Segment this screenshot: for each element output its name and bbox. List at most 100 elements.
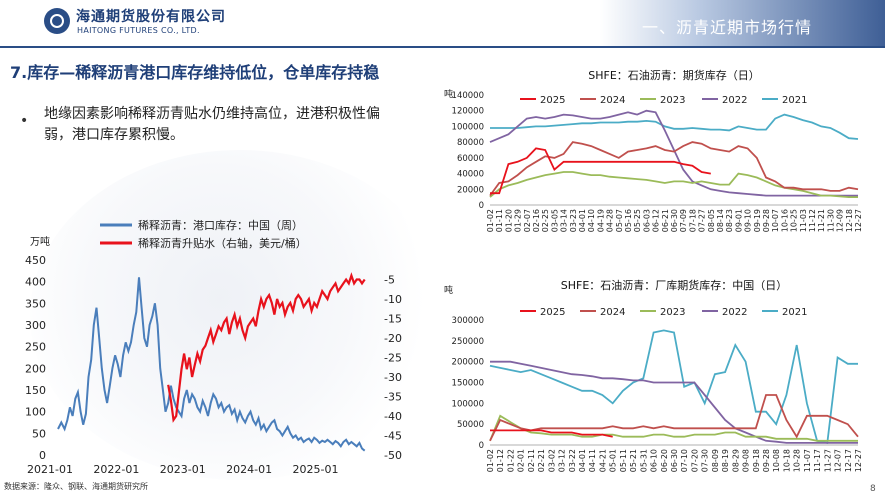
x-tick: 12-27: [854, 209, 863, 232]
x-tick: 05-01: [609, 449, 618, 472]
legend-label: 2024: [600, 307, 625, 318]
x-tick: 07-30: [701, 449, 710, 472]
x-tick: 02-07: [523, 209, 532, 232]
y-tick: 50000: [457, 420, 484, 430]
x-tick: 06-30: [670, 209, 679, 232]
y-tick-left: 350: [25, 297, 46, 310]
x-tick: 10-08: [772, 449, 781, 472]
x-tick: 06-10: [650, 449, 659, 472]
x-tick: 12-27: [854, 449, 863, 472]
y-tick: 20000: [457, 185, 484, 195]
x-tick: 02-21: [537, 449, 546, 472]
chart-factory-inventory: SHFE：石油沥青：厂库期货库存：中国（日） 吨 2025 2024 2023 2022 2…: [444, 278, 863, 472]
x-tick: 02-01: [517, 449, 526, 472]
x-tick: 06-20: [660, 449, 669, 472]
x-tick: 09-01: [734, 209, 743, 232]
x-tick: 05-21: [629, 449, 638, 472]
y-tick-left: 100: [25, 406, 46, 419]
y-tick: 200000: [452, 358, 484, 368]
y-tick: 100000: [452, 399, 484, 409]
page-number: 8: [870, 484, 876, 494]
series-2024: [489, 141, 859, 197]
x-tick: 01-22: [506, 449, 515, 472]
legend-label: 稀释沥青：港口库存：中国（周）: [138, 218, 303, 232]
source-note: 数据来源：隆众、钢联、海通期货研究所: [4, 482, 148, 491]
x-tick: 04-01: [578, 449, 587, 472]
x-tick: 09-08: [742, 449, 751, 472]
y-tick-right: -45: [384, 430, 402, 443]
chart-futures-inventory: SHFE：石油沥青：期货库存（日）吨 2025 2024 2023 2022 202102…: [444, 68, 863, 232]
series-discount: [167, 272, 366, 423]
y-tick: 300000: [452, 316, 484, 326]
x-tick: 11-21: [817, 209, 826, 232]
y-tick-left: 250: [25, 341, 46, 354]
x-tick: 05-31: [639, 449, 648, 472]
x-tick: 11-30: [826, 209, 835, 232]
legend-label: 2024: [600, 95, 625, 106]
y-tick: 250000: [452, 337, 484, 347]
x-tick: 2025-01: [293, 463, 339, 476]
logo-icon: [44, 8, 70, 34]
x-tick: 12-07: [834, 449, 843, 472]
x-tick: 03-12: [558, 449, 567, 472]
y-tick-right: -40: [384, 410, 402, 423]
x-tick: 2023-01: [160, 463, 206, 476]
y-tick-right: -25: [384, 352, 402, 365]
x-tick: 01-20: [504, 209, 513, 232]
x-tick: 09-18: [752, 449, 761, 472]
y-tick-left: 450: [25, 254, 46, 267]
x-tick: 07-27: [698, 209, 707, 232]
x-tick: 10-18: [782, 449, 791, 472]
y-tick-right: -15: [384, 313, 402, 326]
series-2023: [489, 171, 858, 198]
y-tick-left: 150: [25, 384, 46, 397]
x-tick: 10-25: [790, 209, 799, 232]
x-tick: 06-03: [642, 209, 651, 232]
x-tick: 11-27: [823, 449, 832, 472]
legend-label: 2023: [660, 307, 685, 318]
series-2024: [489, 394, 859, 442]
y-tick: 0: [479, 441, 484, 451]
x-tick: 09-10: [744, 209, 753, 232]
x-tick: 01-12: [496, 449, 505, 472]
series-2021: [489, 329, 858, 444]
x-tick: 08-29: [731, 449, 740, 472]
x-tick: 03-14: [560, 209, 569, 232]
y-tick: 120000: [452, 107, 484, 117]
x-tick: 01-02: [486, 449, 495, 472]
x-tick: 07-18: [688, 209, 697, 232]
x-tick: 05-11: [619, 449, 628, 472]
y-tick-right: -50: [384, 449, 402, 462]
x-tick: 11-12: [808, 209, 817, 232]
x-tick: 01-11: [495, 209, 504, 232]
x-tick: 12-18: [845, 209, 854, 232]
x-tick: 2024-01: [226, 463, 272, 476]
legend-label: 2025: [540, 307, 565, 318]
legend-label: 2022: [722, 307, 747, 318]
x-tick: 10-16: [780, 209, 789, 232]
x-tick: 09-28: [762, 209, 771, 232]
y-tick-left: 200: [25, 362, 46, 375]
y-tick-right: -10: [384, 293, 402, 306]
x-tick: 02-11: [527, 449, 536, 472]
y-tick: 100000: [452, 122, 484, 132]
logo-en: HAITONG FUTURES CO., LTD.: [77, 26, 200, 35]
series-2025: [490, 147, 711, 195]
legend-label: 2021: [782, 307, 807, 318]
x-tick: 08-14: [716, 209, 725, 232]
x-tick: 04-19: [596, 209, 605, 232]
chart-port-inventory: 稀释沥青：港口库存：中国（周） 稀释沥青升贴水（右轴，美元/桶） 万吨 0 50 100 1…: [25, 218, 402, 476]
x-tick: 08-05: [707, 209, 716, 232]
x-tick: 05-07: [615, 209, 624, 232]
chart-title: SHFE：石油沥青：期货库存（日）: [588, 68, 760, 82]
bullet-text: 地缘因素影响稀释沥青贴水仍维持高位，进港积极性偏弱，港口库存累积慢。: [44, 106, 380, 143]
y-tick: 0: [479, 201, 484, 211]
x-tick: 10-07: [771, 209, 780, 232]
x-tick: 07-10: [680, 449, 689, 472]
y-tick: 140000: [452, 91, 484, 101]
legend-label: 稀释沥青升贴水（右轴，美元/桶）: [138, 236, 307, 250]
x-tick: 08-19: [721, 449, 730, 472]
x-tick: 07-09: [679, 209, 688, 232]
x-tick: 10-28: [793, 449, 802, 472]
x-tick: 07-20: [690, 449, 699, 472]
